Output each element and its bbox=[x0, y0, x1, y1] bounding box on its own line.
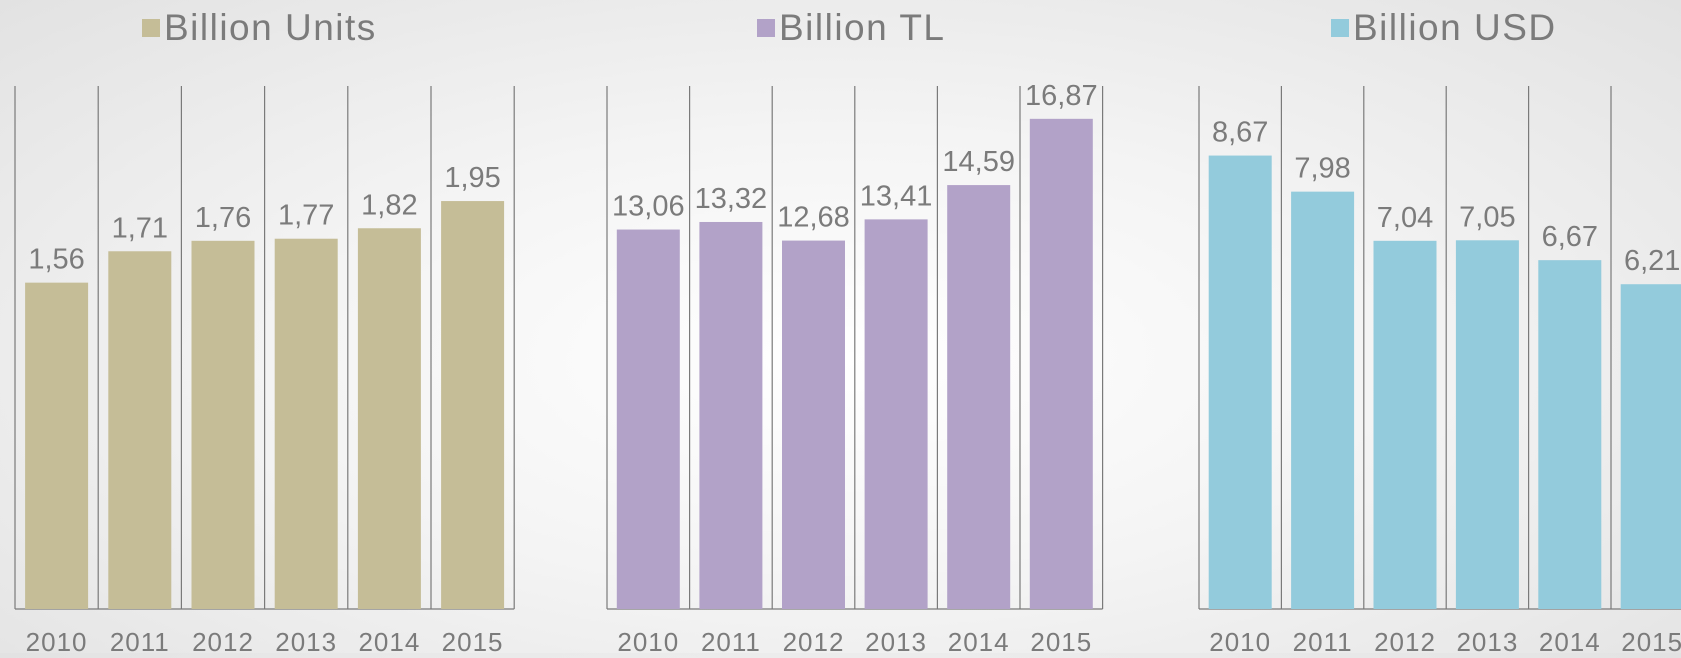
bar-2014 bbox=[357, 228, 421, 610]
chart-panel-1: Billion Units 1,56 2010 1,71 2011 1,76 2012 1,7… bbox=[14, 7, 515, 657]
data-label: 12,68 bbox=[777, 202, 850, 234]
x-tick-label: 2010 bbox=[1209, 627, 1271, 653]
x-tick-label: 2013 bbox=[275, 627, 337, 653]
x-tick-label: 2014 bbox=[948, 627, 1010, 653]
x-tick-label: 2014 bbox=[1539, 627, 1601, 653]
data-label: 16,87 bbox=[1025, 80, 1098, 112]
bar-2012 bbox=[782, 240, 845, 609]
bar-2010 bbox=[1208, 155, 1272, 609]
legend-swatch bbox=[757, 19, 775, 37]
data-label: 14,59 bbox=[942, 146, 1015, 178]
x-tick-label: 2014 bbox=[358, 627, 420, 653]
x-tick-label: 2012 bbox=[192, 627, 254, 653]
chart-panel-2: Billion TL 13,06 2010 13,32 2011 12,68 2012 13,… bbox=[606, 7, 1104, 657]
data-label: 8,67 bbox=[1212, 117, 1268, 149]
x-tick-label: 2011 bbox=[110, 627, 170, 653]
legend-label: Billion USD bbox=[1353, 7, 1557, 48]
x-tick-label: 2013 bbox=[1456, 627, 1518, 653]
data-label: 7,05 bbox=[1459, 201, 1515, 233]
data-label: 13,41 bbox=[860, 180, 933, 212]
bar-2011 bbox=[1291, 191, 1355, 609]
bar-2011 bbox=[699, 221, 763, 610]
x-tick-label: 2011 bbox=[1293, 627, 1353, 653]
x-tick-label: 2013 bbox=[865, 627, 927, 653]
x-tick-label: 2015 bbox=[442, 627, 504, 653]
data-label: 1,77 bbox=[278, 200, 334, 232]
bar-2014 bbox=[1538, 260, 1602, 609]
legend-label: Billion TL bbox=[779, 7, 946, 48]
legend-label: Billion Units bbox=[164, 7, 377, 48]
bar-2012 bbox=[191, 240, 255, 610]
data-label: 1,71 bbox=[112, 212, 168, 244]
bar-2015 bbox=[1029, 118, 1093, 610]
bar-2012 bbox=[1373, 240, 1437, 610]
bar-2015 bbox=[1620, 284, 1681, 609]
x-tick-label: 2010 bbox=[617, 627, 679, 653]
x-tick-label: 2012 bbox=[783, 627, 845, 653]
data-label: 7,98 bbox=[1294, 153, 1350, 185]
data-label: 1,56 bbox=[28, 244, 84, 276]
bar-2010 bbox=[616, 229, 680, 610]
legend-swatch bbox=[1331, 19, 1349, 37]
bar-2014 bbox=[947, 185, 1011, 609]
chart-panel-3: Billion USD 8,67 2010 7,98 2011 7,04 2012 7,05 2… bbox=[1198, 7, 1681, 657]
x-tick-label: 2010 bbox=[26, 627, 88, 653]
data-label: 13,06 bbox=[612, 191, 685, 223]
x-tick-label: 2012 bbox=[1374, 627, 1436, 653]
bar-2013 bbox=[274, 238, 338, 609]
legend-swatch bbox=[142, 19, 160, 37]
bar-2013 bbox=[1455, 240, 1519, 609]
bar-2013 bbox=[864, 219, 928, 610]
x-tick-label: 2011 bbox=[701, 627, 761, 653]
bar-2010 bbox=[25, 282, 89, 609]
data-label: 7,04 bbox=[1377, 202, 1433, 234]
data-label: 1,95 bbox=[444, 162, 500, 194]
x-tick-label: 2015 bbox=[1030, 627, 1092, 653]
data-label: 1,76 bbox=[195, 202, 251, 234]
data-label: 6,21 bbox=[1624, 245, 1680, 277]
data-label: 13,32 bbox=[695, 183, 768, 215]
bar-2015 bbox=[441, 201, 505, 609]
data-label: 6,67 bbox=[1542, 221, 1598, 253]
bar-2011 bbox=[108, 251, 172, 609]
x-tick-label: 2015 bbox=[1621, 627, 1681, 653]
data-label: 1,82 bbox=[361, 189, 417, 221]
